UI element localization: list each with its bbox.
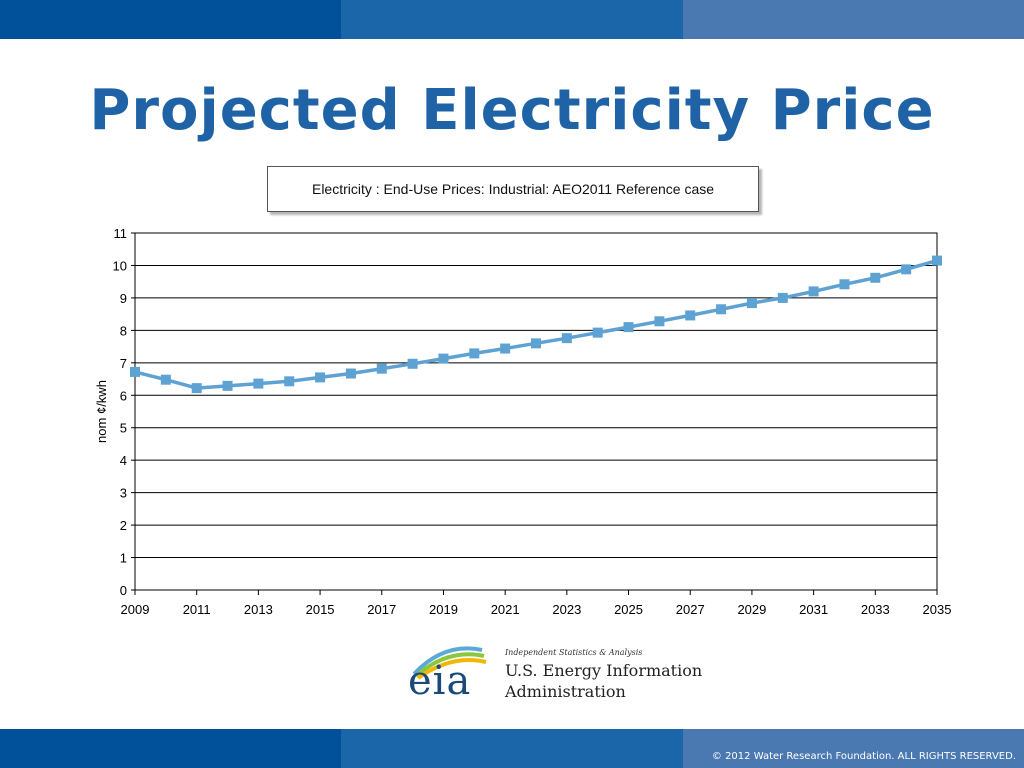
chart-title: Electricity : End-Use Prices: Industrial…: [311, 181, 715, 197]
y-tick-label: 5: [120, 421, 127, 436]
y-tick-label: 8: [120, 323, 127, 338]
data-point-marker: [469, 348, 480, 359]
data-point-marker: [654, 316, 665, 327]
y-tick-label: 9: [120, 291, 127, 306]
data-point-marker: [746, 298, 757, 309]
data-point-marker: [438, 353, 449, 364]
bottom-decorative-band: [0, 729, 1024, 768]
data-point-marker: [345, 368, 356, 379]
data-point-marker: [222, 380, 233, 391]
data-point-marker: [716, 304, 727, 315]
data-point-marker: [315, 372, 326, 383]
y-tick-label: 7: [120, 356, 127, 371]
x-tick-label: 2017: [367, 602, 396, 617]
data-point-marker: [561, 333, 572, 344]
copyright-notice: © 2012 Water Research Foundation. ALL RI…: [711, 751, 1016, 762]
x-tick-label: 2027: [676, 602, 705, 617]
data-point-marker: [407, 358, 418, 369]
y-tick-label: 2: [120, 518, 127, 533]
y-tick-label: 4: [120, 453, 127, 468]
slide-title: Projected Electricity Price: [89, 78, 935, 143]
band-segment-mid: [341, 0, 683, 39]
x-tick-label: 2013: [244, 602, 273, 617]
x-tick-label: 2011: [183, 602, 211, 617]
chart-title-box: Electricity : End-Use Prices: Industrial…: [267, 166, 759, 212]
data-point-marker: [376, 363, 387, 374]
x-tick-label: 2033: [861, 602, 890, 617]
data-point-marker: [839, 279, 850, 290]
data-point-marker: [685, 310, 696, 321]
y-tick-label: 0: [120, 583, 127, 598]
y-tick-label: 10: [113, 258, 127, 273]
top-decorative-band: [0, 0, 1024, 39]
x-tick-label: 2009: [121, 602, 150, 617]
data-point-marker: [191, 383, 202, 394]
x-tick-label: 2015: [306, 602, 335, 617]
data-point-marker: [130, 366, 140, 377]
eia-org-name-line1: U.S. Energy Information: [505, 661, 703, 680]
band-segment-light: [683, 729, 1024, 768]
x-tick-label: 2023: [552, 602, 581, 617]
line-chart: 0 1 2 3 4 5 6 7 8 9 10 11 2009 2011 2013 2015 2017 2019 20…: [94, 226, 952, 617]
y-tick-label: 11: [114, 226, 128, 241]
eia-logo: eia Independent Statistics & Analysis U.…: [404, 640, 704, 710]
data-point-marker: [253, 378, 264, 389]
y-tick-label: 1: [120, 551, 127, 566]
eia-tagline: Independent Statistics & Analysis: [505, 648, 643, 657]
x-tick-label: 2031: [799, 602, 828, 617]
data-point-marker: [870, 272, 881, 283]
data-point-marker: [901, 264, 912, 275]
band-segment-dark: [0, 729, 341, 768]
x-tick-label: 2025: [614, 602, 643, 617]
data-point-marker: [592, 327, 603, 338]
eia-org-name-line2: Administration: [505, 682, 626, 701]
data-point-marker: [531, 338, 541, 349]
x-tick-label: 2019: [429, 602, 458, 617]
x-tick-label: 2035: [923, 602, 952, 617]
data-point-marker: [284, 376, 295, 387]
data-point-marker: [777, 292, 788, 303]
data-point-marker: [500, 343, 511, 354]
band-segment-mid: [341, 729, 683, 768]
data-point-marker: [160, 374, 171, 385]
band-segment-light: [683, 0, 1024, 39]
y-tick-label: 3: [120, 486, 127, 501]
y-tick-label: 6: [120, 388, 127, 403]
x-tick-label: 2021: [491, 602, 520, 617]
eia-swoosh-icon: [412, 646, 487, 680]
data-point-marker: [623, 322, 634, 333]
y-axis-label: nom ¢/kwh: [94, 380, 109, 443]
x-tick-label: 2029: [737, 602, 766, 617]
data-point-marker: [932, 255, 942, 266]
eia-logo-text: eia: [408, 658, 472, 704]
band-segment-dark: [0, 0, 341, 39]
data-point-marker: [808, 286, 819, 297]
